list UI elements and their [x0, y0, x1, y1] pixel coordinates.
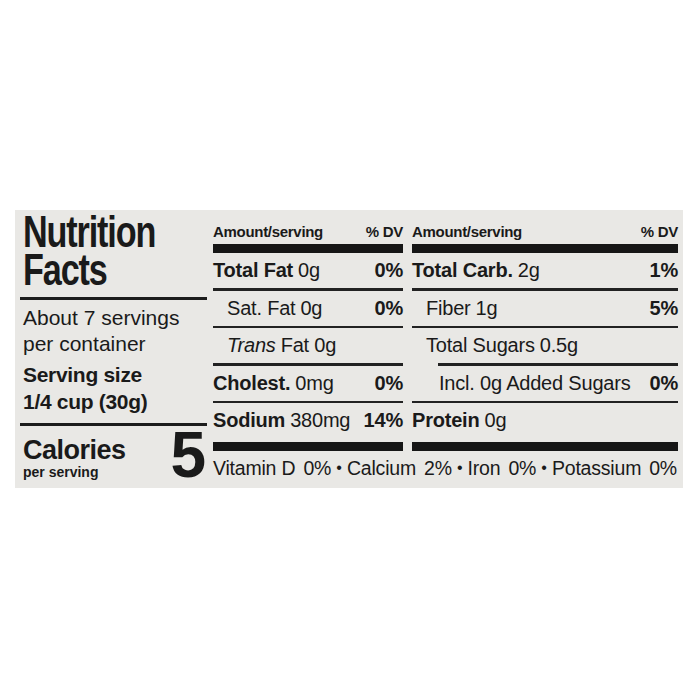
nutrient-name: Fiber [426, 297, 471, 319]
nutrient-dv: 0% [649, 372, 678, 395]
header-amount-serving: Amount/serving [412, 223, 522, 240]
micronutrients-row: Vitamin D 0% • Calcium 2% • Iron 0% • Po… [213, 456, 677, 480]
nutrient-amount: 380mg [290, 409, 350, 431]
nutrition-facts-label: Nutrition Facts About 7 servings per con… [15, 210, 683, 488]
nutrient-name: Cholest. [213, 372, 290, 394]
micronutrient-dv: 0% [303, 457, 331, 480]
nutrient-name: Trans [227, 334, 276, 356]
bullet-separator: • [541, 459, 546, 477]
thick-bar [412, 244, 678, 253]
calories-sublabel: per serving [23, 464, 126, 481]
nutrient-row-total-carb: Total Carb.2g 1% [412, 253, 678, 288]
nutrient-name: Sat. Fat [227, 297, 295, 319]
bullet-separator: • [457, 459, 462, 477]
divider-under-title [20, 297, 207, 300]
micronutrient-name: Potassium [552, 457, 641, 480]
serving-size-label: Serving size [23, 361, 147, 388]
micronutrient-name: Iron [468, 457, 501, 480]
header-percent-dv: % DV [641, 223, 678, 240]
nutrient-amount: 0g [298, 259, 320, 281]
servings-line-1: About 7 servings [23, 305, 179, 331]
nutrient-dv: 0% [374, 259, 403, 282]
nutrient-row-cholesterol: Cholest.0mg 0% [213, 366, 403, 401]
thick-bar [213, 244, 403, 253]
nutrient-amount: 0.5g [540, 334, 578, 356]
bullet-separator: • [336, 459, 341, 477]
title-line-2: Facts [23, 251, 155, 289]
nutrient-column-right: Amount/serving % DV Total Carb.2g 1% Fib… [412, 220, 678, 451]
calories-block: Calories per serving 5 [23, 429, 206, 481]
nutrient-row-trans-fat: TransFat 0g [213, 328, 403, 363]
column-header: Amount/serving % DV [213, 220, 403, 240]
nutrient-dv: 0% [374, 372, 403, 395]
nutrient-amount: 0g [485, 409, 507, 431]
nutrient-name: Total Sugars [426, 334, 535, 356]
micronutrient-iron: Iron 0% [468, 457, 537, 480]
micronutrient-dv: 0% [508, 457, 536, 480]
column-header: Amount/serving % DV [412, 220, 678, 240]
calories-label: Calories [23, 437, 126, 464]
nutrient-dv: 0% [374, 297, 403, 320]
header-amount-serving: Amount/serving [213, 223, 323, 240]
nutrient-amount: 0mg [295, 372, 333, 394]
nutrient-name: Total Fat [213, 259, 293, 281]
nutrient-amount: 0g [300, 297, 322, 319]
micronutrient-calcium: Calcium 2% [347, 457, 452, 480]
serving-size-block: Serving size 1/4 cup (30g) [23, 361, 147, 415]
micronutrient-name: Vitamin D [213, 457, 295, 480]
nutrient-row-fiber: Fiber1g 5% [412, 291, 678, 326]
nutrient-amount: 2g [518, 259, 540, 281]
label-title: Nutrition Facts [23, 213, 197, 289]
nutrient-row-total-fat: Total Fat0g 0% [213, 253, 403, 288]
nutrient-dv: 5% [649, 297, 678, 320]
nutrient-name: Protein [412, 409, 480, 431]
page-background: Nutrition Facts About 7 servings per con… [0, 0, 700, 700]
nutrient-name: Incl. 0g Added Sugars [439, 372, 631, 394]
nutrient-name: Sodium [213, 409, 285, 431]
nutrient-row-sodium: Sodium380mg 14% [213, 403, 403, 438]
header-percent-dv: % DV [366, 223, 403, 240]
thick-bar [412, 442, 678, 451]
micronutrient-name: Calcium [347, 457, 416, 480]
micronutrient-potassium: Potassium 0% [552, 457, 677, 480]
nutrient-name: Total Carb. [412, 259, 513, 281]
nutrient-column-middle: Amount/serving % DV Total Fat0g 0% Sat. … [213, 220, 403, 451]
calories-labels: Calories per serving [23, 437, 126, 481]
nutrient-amount: Fat 0g [281, 334, 337, 356]
micronutrient-dv: 0% [649, 457, 677, 480]
micronutrient-dv: 2% [424, 457, 452, 480]
serving-size-value: 1/4 cup (30g) [23, 388, 147, 415]
nutrient-dv: 1% [649, 259, 678, 282]
calories-value: 5 [170, 429, 206, 481]
nutrient-row-total-sugars: Total Sugars0.5g [412, 328, 678, 363]
nutrient-row-added-sugars: Incl. 0g Added Sugars 0% [412, 366, 678, 401]
nutrient-row-protein: Protein0g [412, 403, 678, 438]
micronutrient-vitamin-d: Vitamin D 0% [213, 457, 331, 480]
nutrient-dv: 14% [364, 409, 403, 432]
servings-per-container: About 7 servings per container [23, 305, 179, 357]
servings-line-2: per container [23, 331, 179, 357]
nutrient-amount: 1g [476, 297, 498, 319]
nutrient-row-sat-fat: Sat. Fat0g 0% [213, 291, 403, 326]
thick-bar [213, 442, 403, 451]
